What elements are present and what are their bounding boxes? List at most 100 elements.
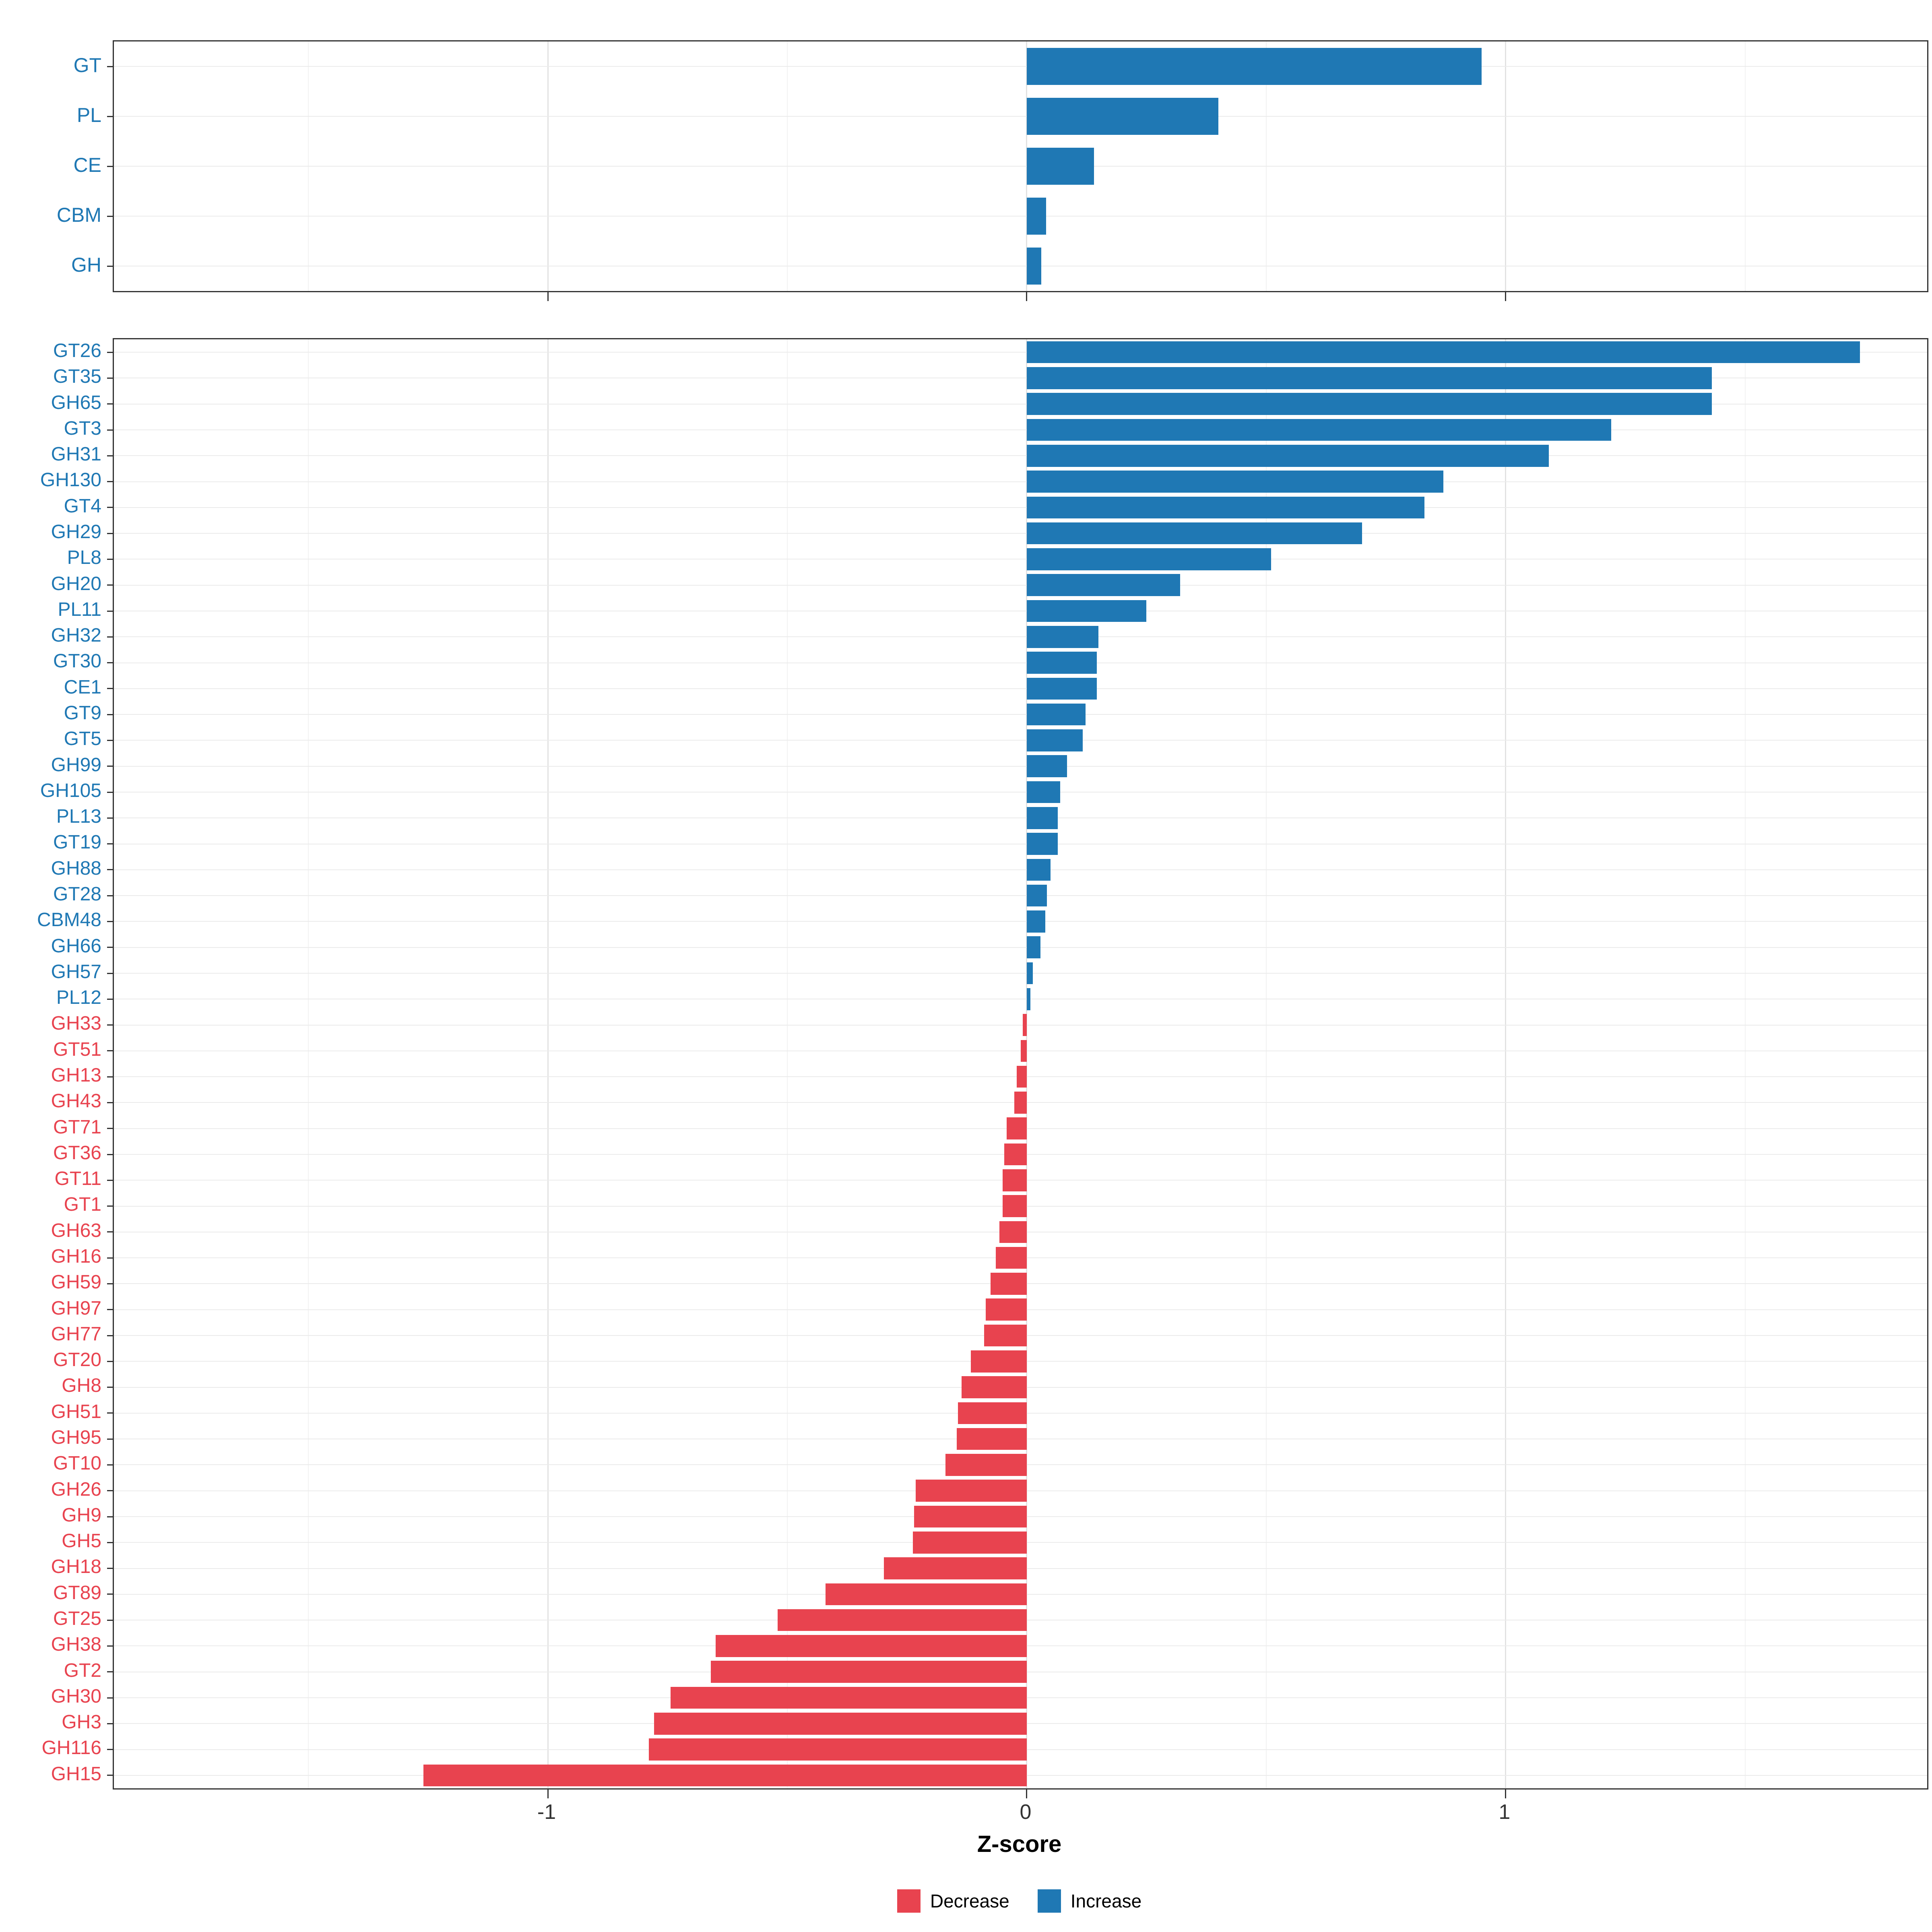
- y-tick-mark: [107, 921, 113, 922]
- x-tick-mark: [547, 291, 549, 301]
- y-label-GH88: GH88: [51, 857, 101, 879]
- bar-PL11: [1026, 600, 1147, 622]
- legend: Decrease Increase: [113, 1887, 1926, 1915]
- y-tick-mark: [107, 1593, 113, 1595]
- family-bar-panel: [113, 338, 1928, 1798]
- y-tick-mark: [107, 1671, 113, 1673]
- y-tick-mark: [107, 1516, 113, 1517]
- bar-GT51: [1020, 1040, 1027, 1062]
- bar-GH9: [914, 1505, 1027, 1528]
- gridline-row: [114, 714, 1927, 715]
- y-label-GH63: GH63: [51, 1220, 101, 1241]
- y-tick-mark: [107, 1749, 113, 1750]
- bar-GH13: [1016, 1065, 1027, 1088]
- bar-GH38: [715, 1635, 1027, 1657]
- bar-PL8: [1026, 548, 1271, 570]
- y-label-GH13: GH13: [51, 1065, 101, 1086]
- y-tick-mark: [107, 1360, 113, 1362]
- x-tick-labels: -1 0 1: [113, 1800, 1926, 1825]
- gridline-row: [114, 973, 1927, 974]
- y-label-CE1: CE1: [64, 676, 101, 698]
- legend-label-decrease: Decrease: [930, 1891, 1009, 1911]
- x-tick-label: 1: [1499, 1800, 1511, 1824]
- y-tick-mark: [107, 429, 113, 431]
- y-label-GH38: GH38: [51, 1634, 101, 1655]
- y-tick-mark: [107, 1387, 113, 1388]
- y-label-GT20: GT20: [53, 1349, 101, 1371]
- bar-GT30: [1026, 652, 1097, 674]
- bar-GH20: [1026, 574, 1180, 597]
- y-label-GH29: GH29: [51, 521, 101, 543]
- bar-GH65: [1026, 393, 1712, 415]
- bar-GH33: [1023, 1014, 1027, 1036]
- gridline-row: [114, 947, 1927, 948]
- y-tick-mark: [107, 869, 113, 871]
- y-label-GT26: GT26: [53, 340, 101, 361]
- gridline-row: [114, 481, 1927, 482]
- y-label-GH99: GH99: [51, 754, 101, 776]
- bar-GT1: [1003, 1195, 1027, 1217]
- y-label-CBM: CBM: [56, 204, 101, 226]
- bar-GH77: [984, 1324, 1027, 1347]
- bar-GH51: [958, 1402, 1027, 1424]
- y-tick-mark: [107, 1024, 113, 1026]
- y-label-GH57: GH57: [51, 961, 101, 983]
- y-label-GT89: GT89: [53, 1582, 101, 1604]
- y-label-GH130: GH130: [40, 469, 101, 491]
- y-label-GH95: GH95: [51, 1427, 101, 1448]
- y-label-GH59: GH59: [51, 1271, 101, 1293]
- x-tick-mark: [547, 1788, 549, 1798]
- y-tick-mark: [107, 1568, 113, 1569]
- y-label-GH8: GH8: [62, 1375, 101, 1397]
- gridline-row: [114, 895, 1927, 896]
- x-tick-label: 0: [1020, 1800, 1032, 1824]
- gridline-minor: [1744, 339, 1746, 1788]
- y-tick-mark: [107, 584, 113, 586]
- y-tick-mark: [107, 1283, 113, 1284]
- y-label-GH77: GH77: [51, 1323, 101, 1345]
- y-label-GH65: GH65: [51, 392, 101, 413]
- y-label-GH51: GH51: [51, 1401, 101, 1422]
- y-tick-mark: [107, 714, 113, 715]
- bar-GH15: [423, 1764, 1027, 1787]
- y-label-CBM48: CBM48: [37, 909, 101, 931]
- y-tick-mark: [107, 1619, 113, 1621]
- bar-GH97: [985, 1298, 1027, 1321]
- y-label-GH5: GH5: [62, 1530, 101, 1552]
- gridline-minor: [1265, 339, 1267, 1788]
- y-tick-mark: [107, 1154, 113, 1155]
- bar-PL: [1026, 98, 1218, 135]
- y-tick-mark: [107, 1102, 113, 1103]
- bar-GH29: [1026, 522, 1362, 545]
- x-tick-label: -1: [537, 1800, 556, 1824]
- gridline-row: [114, 507, 1927, 508]
- x-tick-mark: [1505, 1788, 1507, 1798]
- y-tick-mark: [107, 739, 113, 741]
- y-tick-mark: [107, 1464, 113, 1466]
- bar-GT26: [1026, 341, 1860, 363]
- bar-GH16: [995, 1247, 1027, 1269]
- bar-GT19: [1026, 833, 1058, 855]
- y-label-GT1: GT1: [64, 1194, 101, 1216]
- y-tick-mark: [107, 1542, 113, 1543]
- y-tick-mark: [107, 66, 113, 67]
- bar-GH3: [654, 1712, 1027, 1735]
- bar-GH95: [957, 1428, 1027, 1450]
- x-axis-title: Z-score: [977, 1831, 1062, 1857]
- y-label-GH16: GH16: [51, 1246, 101, 1267]
- gridline-row: [114, 584, 1927, 586]
- bar-GT3: [1026, 419, 1611, 441]
- bar-GT: [1026, 48, 1482, 85]
- bar-GT20: [970, 1350, 1027, 1373]
- bar-GH18: [884, 1557, 1027, 1579]
- bar-PL12: [1026, 988, 1031, 1010]
- y-tick-mark: [107, 843, 113, 845]
- bar-GH57: [1026, 962, 1033, 985]
- x-tick-mark: [1026, 1788, 1028, 1798]
- bar-GH59: [990, 1273, 1027, 1295]
- y-tick-mark: [107, 1257, 113, 1259]
- bar-GH63: [999, 1221, 1027, 1243]
- y-label-GT28: GT28: [53, 883, 101, 905]
- gridline-minor: [308, 339, 309, 1788]
